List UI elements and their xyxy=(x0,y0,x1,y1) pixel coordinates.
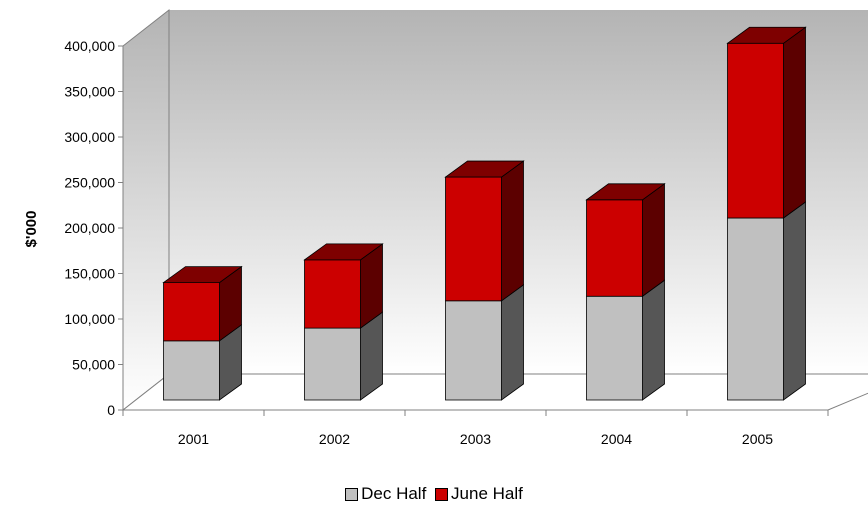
y-tick-label: 250,000 xyxy=(64,175,115,191)
legend: Dec Half June Half xyxy=(0,484,868,506)
x-tick-label: 2004 xyxy=(601,431,632,447)
bar-top-june-half-2001 xyxy=(162,266,243,284)
y-tick-label: 150,000 xyxy=(64,266,115,282)
x-tick-label: 2002 xyxy=(319,431,350,447)
y-axis-title: $'000 xyxy=(23,211,40,248)
bar-side-june-half-2005 xyxy=(783,26,806,219)
side-wall xyxy=(122,8,170,412)
legend-item-june-half: June Half xyxy=(435,484,523,504)
x-tick-label: 2003 xyxy=(460,431,491,447)
legend-label-june-half: June Half xyxy=(451,484,523,503)
legend-label-dec-half: Dec Half xyxy=(361,484,427,503)
bar-side-dec-half-2005 xyxy=(783,201,806,401)
bar-dec-half-2002 xyxy=(304,327,361,401)
bar-dec-half-2001 xyxy=(163,340,220,401)
bar-side-june-half-2004 xyxy=(642,183,665,298)
x-tick-label: 2005 xyxy=(742,431,773,447)
bar-top-june-half-2003 xyxy=(444,160,525,178)
y-tick-label: 200,000 xyxy=(64,220,115,236)
bar-top-june-half-2004 xyxy=(585,183,666,201)
y-tick-label: 400,000 xyxy=(64,38,115,54)
bar-top-june-half-2005 xyxy=(726,26,807,44)
bar-june-half-2001 xyxy=(163,282,220,342)
bar-june-half-2005 xyxy=(727,42,784,219)
legend-swatch-dec-half xyxy=(345,487,359,501)
bar-side-june-half-2003 xyxy=(501,160,524,302)
bar-dec-half-2004 xyxy=(586,295,643,401)
x-tick-label: 2001 xyxy=(178,431,209,447)
y-tick-label: 350,000 xyxy=(64,84,115,100)
bar-dec-half-2005 xyxy=(727,217,784,401)
bar-side-dec-half-2004 xyxy=(642,279,665,401)
bars xyxy=(162,26,807,401)
bar-dec-half-2003 xyxy=(445,300,502,401)
bar-june-half-2004 xyxy=(586,199,643,297)
legend-item-dec-half: Dec Half xyxy=(345,484,426,504)
bar-june-half-2002 xyxy=(304,259,361,329)
y-tick-label: 100,000 xyxy=(64,311,115,327)
bar-june-half-2003 xyxy=(445,176,502,302)
value-axis: 0 50,000 100,000 150,000 200,000 250,000 300,0… xyxy=(64,38,829,447)
bar-side-dec-half-2003 xyxy=(501,284,524,401)
legend-swatch-june-half xyxy=(435,487,449,501)
y-tick-label: 300,000 xyxy=(64,129,115,145)
y-tick-label: 0 xyxy=(107,402,115,418)
bar-top-june-half-2002 xyxy=(303,243,384,261)
y-tick-label: 50,000 xyxy=(72,357,115,373)
